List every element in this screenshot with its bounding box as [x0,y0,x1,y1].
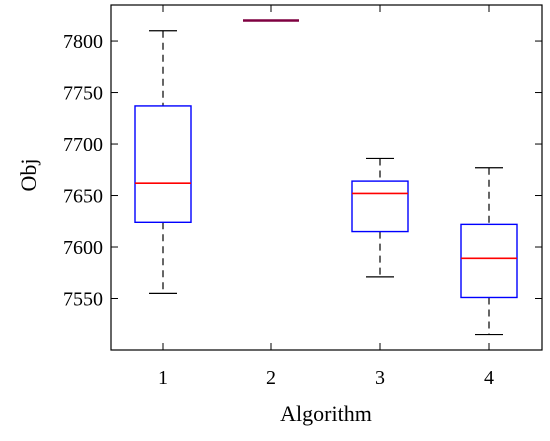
y-tick-label: 7650 [63,186,103,208]
x-axis: 1 2 3 4 [158,5,494,389]
box-group-1 [134,30,192,294]
box-series [134,19,518,336]
x-tick-label: 2 [266,367,276,389]
y-tick-label: 7750 [63,83,103,105]
y-tick-label: 7700 [63,134,103,156]
y-tick-label: 7600 [63,237,103,259]
x-tick-label: 4 [484,367,494,389]
box-group-3 [351,157,409,278]
plot-area-frame [110,4,543,351]
y-axis: 7550 7600 7650 7700 7750 7800 [63,31,542,311]
box-iqr [460,223,518,299]
box-iqr [351,180,409,233]
x-tick-label: 3 [375,367,385,389]
y-tick-label: 7550 [63,289,103,311]
y-axis-label: Obj [16,159,41,192]
x-axis-label: Algorithm [280,401,372,426]
y-tick-label: 7800 [63,31,103,53]
box-iqr [134,105,192,223]
x-tick-label: 1 [158,367,168,389]
box-group-4 [460,167,518,336]
